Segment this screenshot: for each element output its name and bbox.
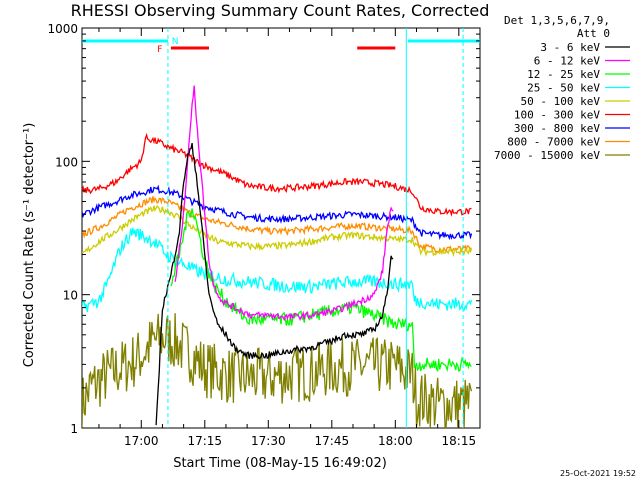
y-tick-label: 1 — [70, 422, 78, 436]
plot-area: FN — [81, 27, 481, 429]
legend-entry-label: 12 - 25 keV — [527, 68, 600, 81]
series-line — [170, 208, 472, 373]
x-tick-label: 18:00 — [378, 434, 413, 448]
x-tick-label: 18:15 — [442, 434, 477, 448]
legend-entry-label: 3 - 6 keV — [540, 41, 600, 54]
y-tick-label: 10 — [63, 289, 78, 303]
flag-label-f: F — [157, 45, 162, 55]
legend-entry-label: 25 - 50 keV — [527, 82, 600, 95]
legend-entry-label: 800 - 7000 keV — [507, 136, 600, 149]
x-axis-ticks: 17:00 17:15 17:30 17:45 18:00 18:15 — [98, 28, 481, 448]
y-tick-label: 100 — [55, 155, 78, 169]
x-tick-label: 17:00 — [124, 434, 159, 448]
legend-entry-label: 300 - 800 keV — [514, 122, 600, 135]
legend-header: Det 1,3,5,6,7,9, — [504, 14, 610, 27]
x-tick-label: 17:45 — [315, 434, 350, 448]
footer-timestamp: 25-Oct-2021 19:52 — [560, 469, 636, 478]
y-axis-ticks: 1 10 100 1000 — [47, 22, 480, 436]
x-axis-label: Start Time (08-May-15 16:49:02) — [173, 456, 387, 471]
x-tick-label: 17:15 — [187, 434, 222, 448]
legend-header: Att 0 — [577, 27, 610, 40]
x-tick-label: 17:30 — [251, 434, 286, 448]
series-line — [155, 142, 394, 426]
y-axis-label: Corrected Count Rate (s⁻¹ detector⁻¹) — [22, 123, 37, 368]
legend-entry-label: 6 - 12 keV — [534, 55, 601, 68]
flag-label-n: N — [172, 37, 179, 47]
y-tick-label: 1000 — [47, 22, 78, 36]
legend-entry-label: 7000 - 15000 keV — [494, 149, 600, 162]
legend-entry-label: 100 - 300 keV — [514, 109, 600, 122]
chart-title: RHESSI Observing Summary Count Rates, Co… — [71, 1, 490, 20]
plot-frame — [81, 27, 481, 429]
legend-entry-label: 50 - 100 keV — [521, 95, 601, 108]
series-line — [174, 85, 394, 322]
